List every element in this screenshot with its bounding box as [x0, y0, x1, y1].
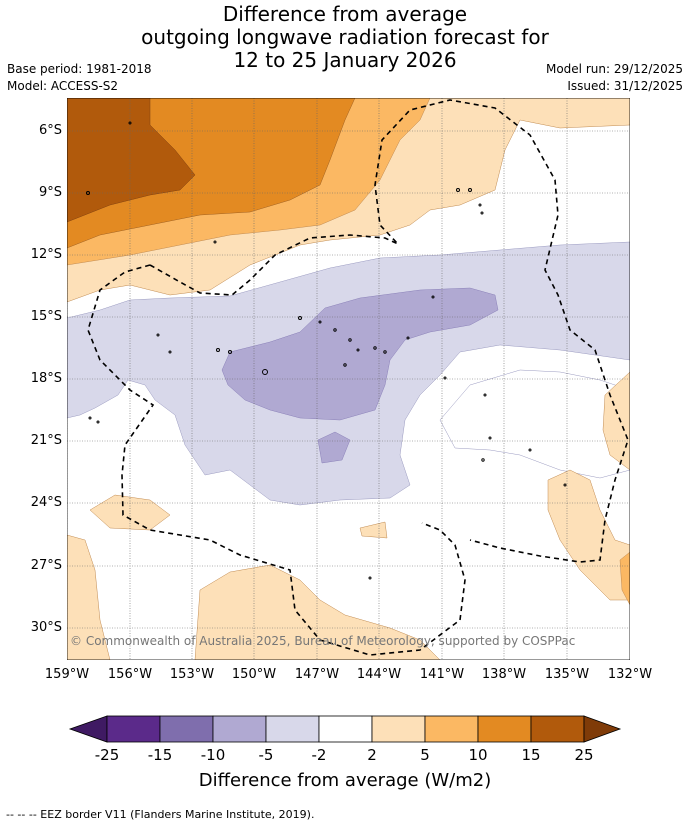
colorbar-tick-label: -10 — [200, 746, 226, 764]
colorbar-segment — [371, 715, 426, 743]
colorbar-extend-high — [583, 715, 622, 743]
longitude-label: 150°W — [231, 667, 277, 682]
island-markers — [86, 121, 567, 580]
colorbar-tick-label: -15 — [147, 746, 173, 764]
colorbar-segment — [424, 715, 479, 743]
positive-anomaly-medium-east — [619, 551, 630, 606]
colorbar-tick-label: -25 — [94, 746, 120, 764]
longitude-label: 135°W — [544, 667, 590, 682]
positive-anomaly-light-south — [89, 494, 171, 531]
longitude-label: 147°W — [294, 667, 340, 682]
neutral-pocket — [439, 369, 630, 479]
model-name: Model: ACCESS-S2 — [7, 79, 119, 93]
positive-anomaly-strongest-north — [67, 98, 196, 223]
longitude-label: 153°W — [169, 667, 215, 682]
latitude-label: 9°S — [38, 185, 62, 200]
title-line-2: outgoing longwave radiation forecast for — [141, 25, 549, 49]
latitude-label: 21°S — [30, 433, 62, 448]
title-line-3: 12 to 25 January 2026 — [233, 48, 457, 72]
colorbar-tick-label: 10 — [468, 746, 488, 764]
longitude-label: 132°W — [607, 667, 653, 682]
longitude-label: 144°W — [356, 667, 402, 682]
eez-border-french-polynesia-north — [149, 99, 629, 563]
model-run: Model run: 29/12/2025 — [545, 62, 683, 76]
colorbar-segment — [265, 715, 320, 743]
negative-anomaly-medium — [221, 287, 499, 421]
longitude-label: 141°W — [419, 667, 465, 682]
colorbar-segment — [106, 715, 161, 743]
negative-anomaly-patch — [317, 431, 351, 464]
longitude-label: 159°W — [44, 667, 90, 682]
colorbar-segment — [477, 715, 532, 743]
latitude-label: 15°S — [30, 309, 62, 324]
positive-anomaly-light-southeast — [547, 469, 630, 601]
base-period: Base period: 1981-2018 — [7, 62, 152, 76]
latitude-label: 12°S — [30, 247, 62, 262]
latitude-label: 6°S — [38, 123, 62, 138]
colorbar-tick-label: -2 — [311, 746, 327, 764]
colorbar — [68, 715, 622, 743]
colorbar-tick-label: 25 — [574, 746, 594, 764]
colorbar-tick-label: 15 — [521, 746, 541, 764]
credit-text: © Commonwealth of Australia 2025, Bureau… — [70, 634, 576, 648]
colorbar-segment — [212, 715, 267, 743]
colorbar-tick-label: -5 — [258, 746, 274, 764]
grid-lines — [67, 98, 630, 660]
eez-borders — [87, 99, 629, 656]
positive-anomaly-patch-small — [359, 521, 388, 539]
latitude-label: 30°S — [30, 620, 62, 635]
eez-border-cook-islands — [87, 264, 466, 656]
longitude-label: 138°W — [481, 667, 527, 682]
colorbar-title: Difference from average (W/m2) — [198, 770, 492, 791]
eez-legend-note: -- -- -- EEZ border V11 (Flanders Marine… — [6, 808, 315, 821]
latitude-label: 24°S — [30, 495, 62, 510]
latitude-label: 27°S — [30, 558, 62, 573]
longitude-label: 156°W — [107, 667, 153, 682]
colorbar-tick-label: 5 — [420, 746, 430, 764]
colorbar-tick-label: 2 — [367, 746, 377, 764]
colorbar-extend-low — [68, 715, 108, 743]
title-line-1: Difference from average — [222, 2, 468, 26]
latitude-label: 18°S — [30, 371, 62, 386]
issued-date: Issued: 31/12/2025 — [567, 79, 683, 93]
colorbar-segment — [530, 715, 585, 743]
colorbar-segment — [159, 715, 214, 743]
colorbar-segment — [318, 715, 373, 743]
